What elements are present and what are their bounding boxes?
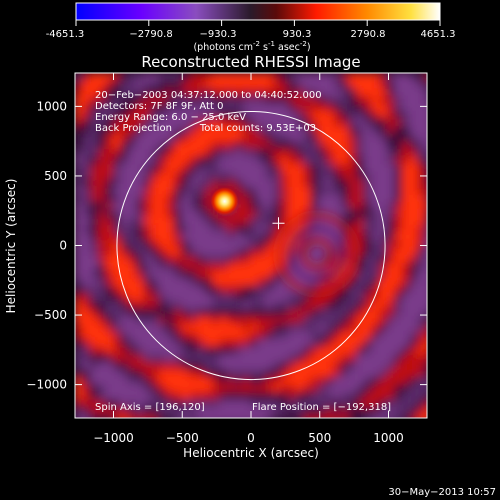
- y-tick-label: 500: [44, 169, 67, 183]
- flare-source: [210, 187, 239, 216]
- time-range-text: 20−Feb−2003 04:37:12.000 to 04:40:52.000: [95, 90, 322, 101]
- x-tick-label: 500: [308, 431, 331, 445]
- x-tick-label: 1000: [373, 431, 404, 445]
- axes: −1000 −500 0 500 1000 −1000 −500 0 500 1000: [26, 73, 427, 445]
- method-text: Back Projection: [95, 123, 172, 134]
- colorbar-tick-label: −930.3: [199, 29, 236, 40]
- y-tick-label: 0: [59, 239, 67, 253]
- colorbar-ticks: [75, 20, 441, 26]
- y-tick-label: −1000: [26, 378, 67, 392]
- x-tick-label: 0: [247, 431, 255, 445]
- chart-title: Reconstructed RHESSI Image: [141, 53, 360, 71]
- date-stamp: 30−May−2013 10:57: [388, 487, 496, 498]
- colorbar-tick-label: 4651.3: [421, 29, 456, 40]
- energy-range-text: Energy Range: 6.0 − 25.0 keV: [95, 112, 246, 123]
- y-tick-label: −500: [34, 308, 67, 322]
- colorbar: [75, 2, 441, 21]
- detectors-text: Detectors: 7F 8F 9F, Att 0: [95, 101, 223, 112]
- colorbar-tick-label: 930.3: [283, 29, 312, 40]
- colorbar-tick-label: -4651.3: [46, 29, 85, 40]
- x-tick-label: −500: [166, 431, 199, 445]
- solar-limb-circle: [116, 110, 386, 381]
- x-tick-label: −1000: [93, 431, 134, 445]
- x-axis-label: Heliocentric X (arcsec): [183, 446, 319, 460]
- y-axis-label: Heliocentric Y (arcsec): [4, 179, 18, 314]
- spin-axis-text: Spin Axis = [196,120]: [95, 402, 205, 413]
- colorbar-tick-label: 2790.8: [351, 29, 386, 40]
- disk-center-crosshair: [272, 217, 285, 230]
- y-tick-label: 1000: [36, 99, 67, 113]
- colorbar-unit: (photons cm-2 s-1 asec-2): [193, 40, 310, 53]
- heatmap-image: [75, 73, 427, 418]
- total-counts-text: Total counts: 9.53E+03: [199, 123, 316, 134]
- flare-position-text: Flare Position = [−192,318]: [252, 402, 391, 413]
- colorbar-tick-label: −2790.8: [129, 29, 172, 40]
